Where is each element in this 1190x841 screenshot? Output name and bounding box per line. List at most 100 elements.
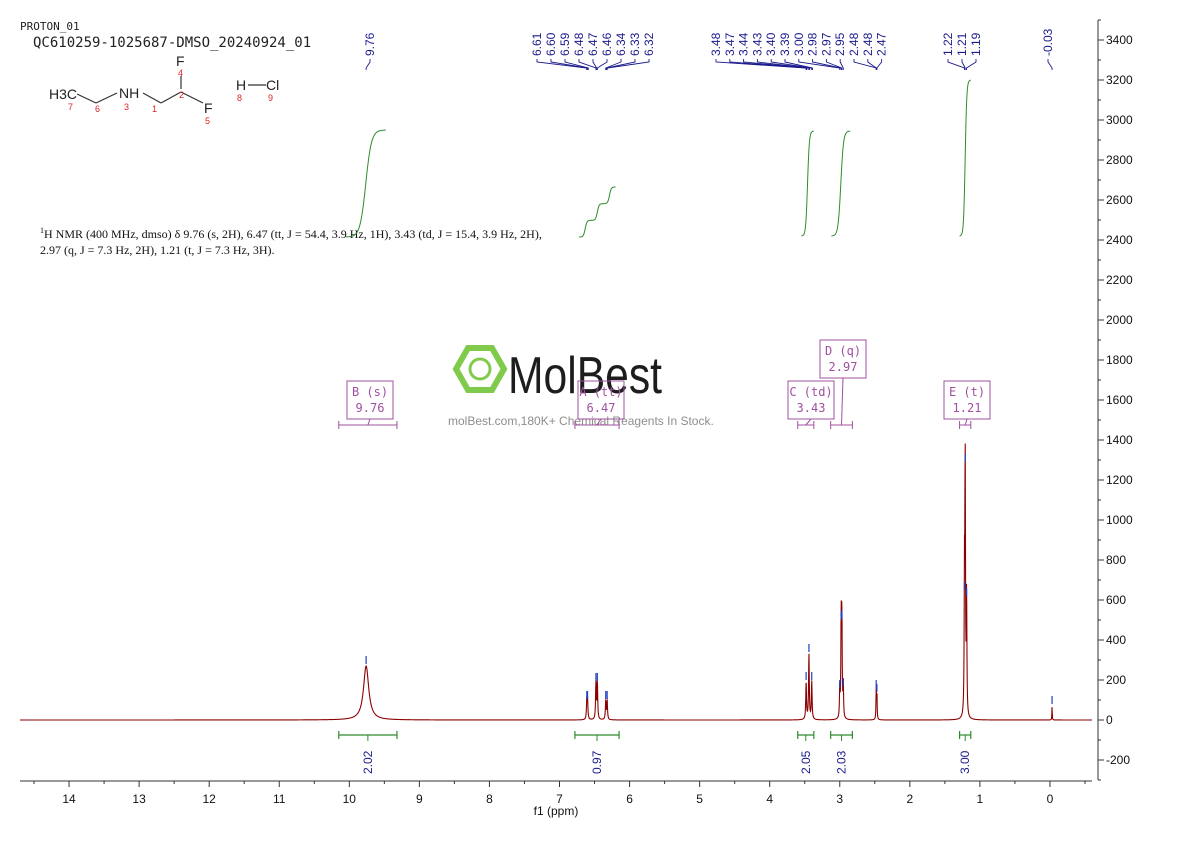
peak-label-leader bbox=[715, 59, 807, 70]
x-tick-label: 9 bbox=[416, 792, 423, 806]
integral-curve bbox=[579, 186, 616, 238]
y-tick-label: 2600 bbox=[1106, 193, 1133, 207]
integral-value: 0.97 bbox=[590, 750, 604, 774]
integral-curve bbox=[831, 130, 851, 237]
peak-label: 1.19 bbox=[969, 32, 983, 56]
peak-label: -0.03 bbox=[1041, 28, 1055, 56]
header-line-2: QC610259-1025687-DMSO_20240924_01 bbox=[33, 35, 311, 51]
atom-number-7: 7 bbox=[68, 102, 73, 112]
integral-layer: 2.02 0.97 2.05 2.03 3.00 bbox=[338, 79, 972, 774]
peak-label-leader bbox=[743, 59, 810, 70]
y-tick-label: 2400 bbox=[1106, 233, 1133, 247]
atom-h: H bbox=[236, 77, 246, 93]
peak-label: 6.48 bbox=[572, 32, 586, 56]
peak-label: 6.47 bbox=[586, 32, 600, 56]
peak-label-leader bbox=[947, 59, 965, 70]
peak-label-leader bbox=[564, 59, 589, 70]
peak-label-leader bbox=[961, 59, 966, 70]
watermark-brand: MolBest bbox=[508, 347, 662, 405]
peak-label: 1.22 bbox=[941, 32, 955, 56]
atom-number-9: 9 bbox=[268, 93, 273, 103]
peak-label: 2.97 bbox=[819, 32, 833, 56]
y-tick-label: 3200 bbox=[1106, 73, 1133, 87]
y-tick-label: 1200 bbox=[1106, 473, 1133, 487]
y-tick-label: 2200 bbox=[1106, 273, 1133, 287]
peak-label-leader bbox=[578, 59, 597, 70]
x-tick-label: 13 bbox=[132, 792, 146, 806]
x-tick-label: 11 bbox=[273, 792, 286, 806]
y-tick-label: -200 bbox=[1106, 753, 1130, 767]
peak-label-leader bbox=[550, 59, 588, 70]
multiplet-shift: 3.43 bbox=[797, 401, 826, 415]
peak-label-leader bbox=[756, 59, 811, 70]
multiplet-connector bbox=[964, 418, 968, 426]
peak-label-leader bbox=[812, 59, 842, 70]
x-tick-label: 3 bbox=[836, 792, 843, 806]
x-tick-label: 12 bbox=[202, 792, 216, 806]
peak-label-layer: 9.76 6.61 6.60 6.59 6.48 6.47 6.46 6.34 6.33 6.32… bbox=[363, 28, 1055, 70]
peak-label: 3.43 bbox=[750, 32, 764, 56]
y-tick-label: 1000 bbox=[1106, 513, 1133, 527]
y-tick-label: 200 bbox=[1106, 673, 1126, 687]
integral-curve bbox=[959, 79, 971, 237]
y-tick-label: 1800 bbox=[1106, 353, 1133, 367]
peak-label: 3.00 bbox=[792, 32, 806, 56]
y-tick-label: 3000 bbox=[1106, 113, 1133, 127]
peak-label-leader bbox=[784, 59, 813, 70]
peak-label-leader bbox=[853, 59, 877, 70]
atom-number-3: 3 bbox=[124, 102, 129, 112]
molecule-structure: H3C NH F F H Cl 7 6 3 1 2 4 5 8 9 bbox=[49, 53, 279, 126]
peak-label: 3.39 bbox=[778, 32, 792, 56]
watermark: MolBest molBest.com,180K+ Chemical Reage… bbox=[448, 345, 714, 428]
peak-label: 6.33 bbox=[628, 32, 642, 56]
peak-label-leader bbox=[867, 59, 877, 70]
peak-label-leader bbox=[1047, 59, 1053, 70]
x-tick-label: 7 bbox=[556, 792, 563, 806]
peak-label: 3.48 bbox=[709, 32, 723, 56]
multiplet-name: C (td) bbox=[789, 385, 832, 399]
x-tick-label: 0 bbox=[1047, 792, 1054, 806]
nmr-description-line-1: 1H NMR (400 MHz, dmso) δ 9.76 (s, 2H), 6… bbox=[40, 226, 542, 241]
peak-label: 2.98 bbox=[806, 32, 820, 56]
peak-label: 6.61 bbox=[530, 32, 544, 56]
x-tick-label: 5 bbox=[696, 792, 703, 806]
peak-label: 3.40 bbox=[764, 32, 778, 56]
peak-label: 6.32 bbox=[642, 32, 656, 56]
y-tick-label: 0 bbox=[1106, 713, 1113, 727]
peak-label-leader bbox=[536, 59, 588, 70]
peak-label-leader bbox=[770, 59, 813, 70]
peak-label: 2.48 bbox=[861, 32, 875, 56]
peak-label: 6.60 bbox=[544, 32, 558, 56]
peak-label-leader bbox=[596, 59, 608, 70]
multiplet-connector bbox=[841, 377, 844, 426]
atom-number-4: 4 bbox=[178, 68, 183, 78]
peak-label-leader bbox=[365, 59, 371, 70]
peak-label: 2.95 bbox=[833, 32, 847, 56]
peak-label: 6.46 bbox=[600, 32, 614, 56]
spectrum-layer bbox=[20, 443, 1092, 721]
peak-label-leader bbox=[966, 59, 977, 70]
peak-label: 6.59 bbox=[558, 32, 572, 56]
peak-label-leader bbox=[839, 59, 844, 70]
multiplet-shift: 1.21 bbox=[953, 401, 982, 415]
multiplet-name: E (t) bbox=[949, 385, 985, 399]
multiplet-name: B (s) bbox=[352, 385, 388, 399]
y-tick-label: 2000 bbox=[1106, 313, 1133, 327]
peak-label-leader bbox=[606, 59, 650, 70]
y-tick-label: 600 bbox=[1106, 593, 1126, 607]
multiplet-connector bbox=[596, 418, 602, 426]
integral-value: 2.05 bbox=[799, 750, 813, 774]
axis-layer: 14 13 12 11 10 9 8 7 6 5 4 3 2 1 034003200300028002600… bbox=[20, 19, 1133, 806]
multiplet-shift: 9.76 bbox=[356, 401, 385, 415]
peak-label-leader bbox=[825, 59, 843, 70]
header-line-1: PROTON_01 bbox=[20, 20, 80, 33]
atom-number-1: 1 bbox=[152, 104, 157, 114]
integral-value: 2.03 bbox=[835, 750, 849, 774]
peak-label-leader bbox=[605, 59, 636, 70]
peak-label-leader bbox=[876, 59, 883, 70]
integral-value: 2.02 bbox=[361, 750, 375, 774]
atom-number-8: 8 bbox=[237, 93, 242, 103]
x-axis-label: f1 (ppm) bbox=[534, 804, 579, 818]
atom-cl: Cl bbox=[266, 77, 279, 93]
